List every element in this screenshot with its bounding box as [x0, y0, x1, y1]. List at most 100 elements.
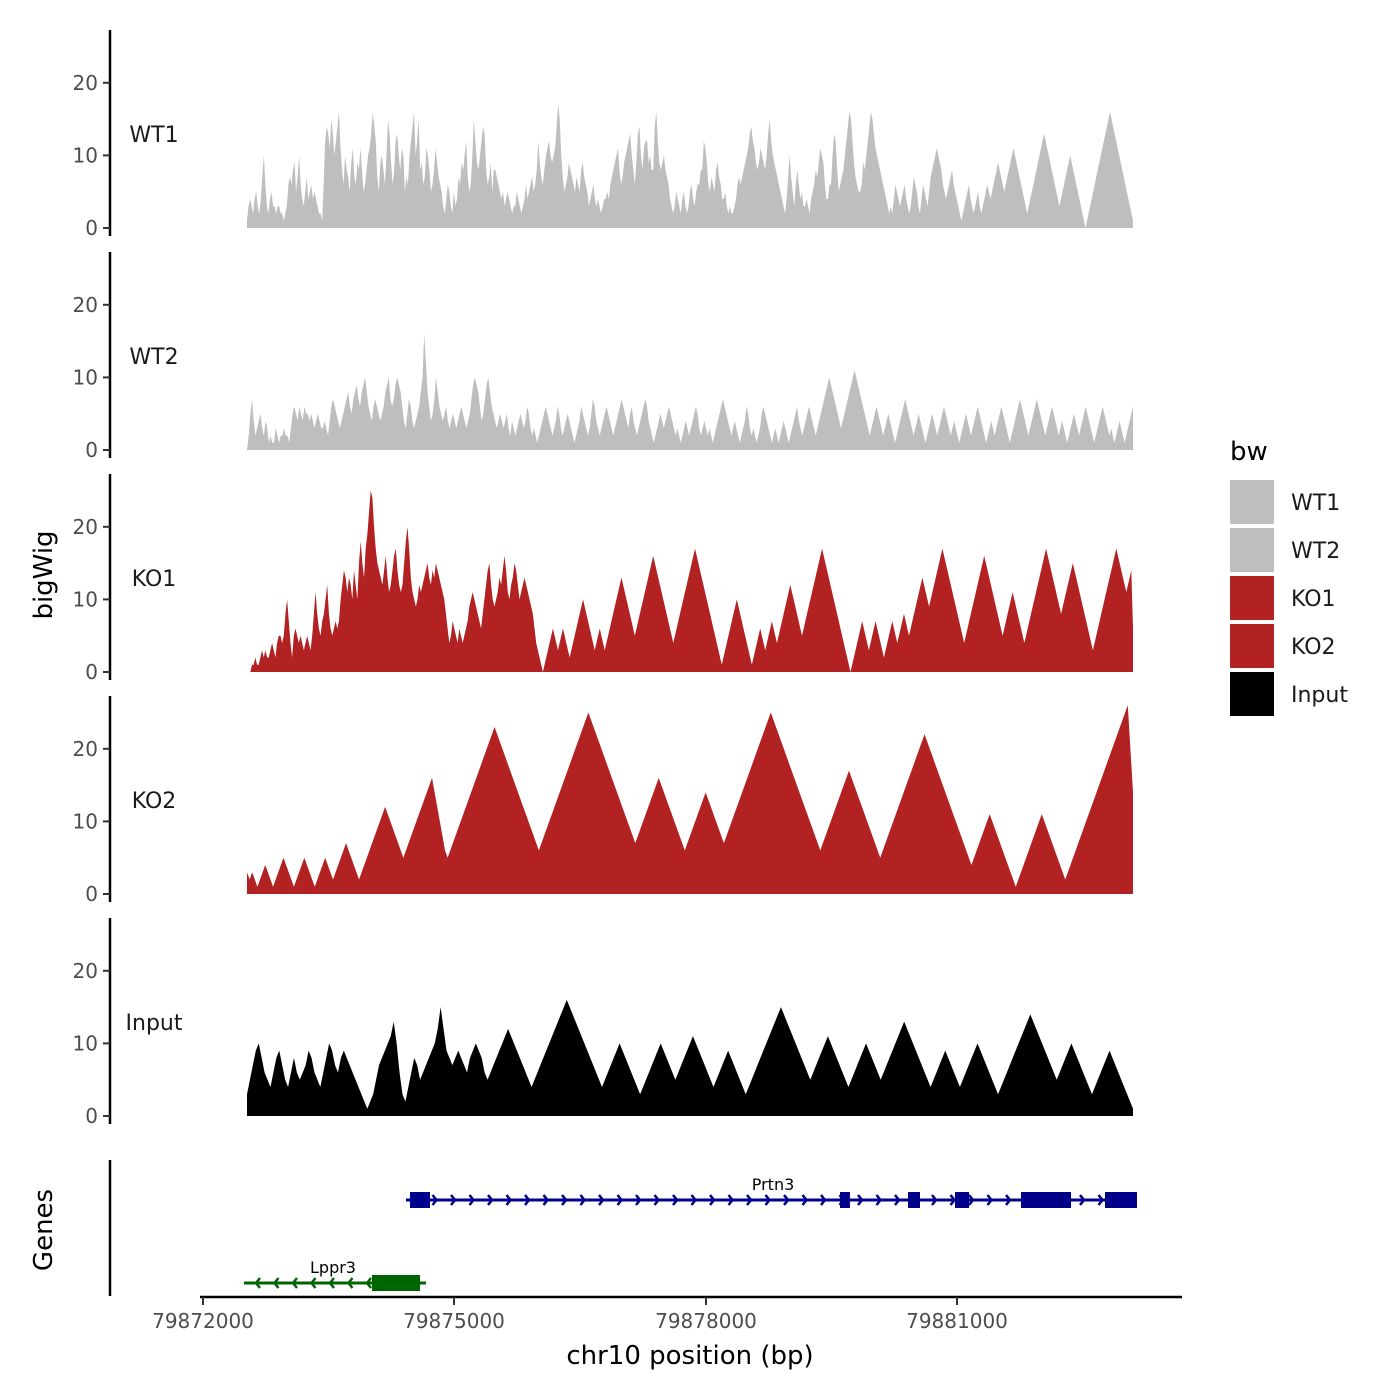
y-tick-label: 0: [85, 438, 98, 462]
strand-arrow-icon: [579, 1194, 587, 1206]
genes-panel: Lppr3 Prtn3: [108, 1160, 1137, 1296]
legend-key: [1230, 480, 1274, 524]
strand-arrow-icon: [764, 1194, 772, 1206]
strand-arrow-icon: [783, 1194, 790, 1206]
strand-arrow-icon: [365, 1277, 372, 1289]
track-label: KO1: [132, 567, 177, 592]
signal-area-ko2: [247, 705, 1133, 894]
strand-arrow-icon: [542, 1194, 550, 1206]
exon: [410, 1192, 430, 1208]
y-tick-label: 10: [73, 365, 98, 389]
strand-arrow-icon: [598, 1194, 605, 1206]
strand-arrow-icon: [727, 1194, 735, 1206]
signal-area-wt1: [247, 104, 1133, 228]
x-axis: 79872000 79875000 79878000 79881000: [152, 1295, 1182, 1333]
exon: [1036, 1192, 1052, 1208]
track-label: WT2: [129, 345, 178, 370]
gene-label: Lppr3: [310, 1258, 356, 1277]
strand-arrow-icon: [949, 1194, 957, 1206]
legend-label: Input: [1291, 683, 1348, 708]
strand-arrow-icon: [291, 1277, 298, 1289]
strand-arrow-icon: [487, 1194, 494, 1206]
exon: [1105, 1192, 1120, 1208]
strand-arrow-icon: [894, 1194, 901, 1206]
x-tick-label: 79881000: [906, 1309, 1008, 1333]
exon: [955, 1192, 969, 1208]
strand-arrow-icon: [1097, 1194, 1105, 1206]
legend: bw WT1 WT2 KO1 KO2 Input: [1230, 437, 1348, 716]
strand-arrow-icon: [431, 1194, 439, 1206]
exon: [1021, 1192, 1036, 1208]
track-panel-ko2: 0 10 20 KO2: [73, 696, 1133, 906]
legend-key: [1230, 528, 1274, 572]
strand-arrow-icon: [1079, 1194, 1086, 1206]
signal-panels: 0 10 20 WT1 0 10 20 WT2 0 10 20 KO1 0 10 20 KO2 0 10 20 Inp…: [73, 30, 1133, 1128]
y-tick-label: 20: [73, 737, 98, 761]
track-label: KO2: [132, 789, 177, 814]
legend-title: bw: [1230, 437, 1268, 467]
legend-label: WT1: [1291, 491, 1340, 516]
exon: [1052, 1192, 1071, 1208]
strand-arrow-icon: [346, 1277, 354, 1289]
track-panel-input: 0 10 20 Input: [73, 918, 1133, 1128]
strand-arrow-icon: [857, 1194, 864, 1206]
y-tick-label: 10: [73, 143, 98, 167]
signal-area-wt2: [247, 333, 1133, 450]
legend-label: KO1: [1291, 587, 1336, 612]
strand-arrow-icon: [468, 1194, 476, 1206]
legend-key: [1230, 672, 1274, 716]
y-tick-label: 10: [73, 809, 98, 833]
track-label: WT1: [129, 123, 178, 148]
track-panel-ko1: 0 10 20 KO1: [73, 474, 1133, 684]
gene-prtn3: Prtn3: [406, 1175, 1137, 1208]
y-tick-label: 20: [73, 515, 98, 539]
strand-arrow-icon: [328, 1277, 335, 1289]
signal-area-ko1: [247, 490, 1133, 672]
strand-arrow-icon: [254, 1277, 261, 1289]
y-tick-label: 10: [73, 1031, 98, 1055]
y-axis-title: bigWig: [29, 530, 59, 619]
y-tick-label: 10: [73, 587, 98, 611]
strand-arrow-icon: [309, 1277, 317, 1289]
y-tick-label: 0: [85, 660, 98, 684]
y-tick-label: 20: [73, 293, 98, 317]
strand-arrow-icon: [524, 1194, 531, 1206]
gene-label: Prtn3: [752, 1175, 795, 1194]
strand-arrow-icon: [616, 1194, 624, 1206]
strand-arrow-icon: [820, 1194, 827, 1206]
genes-axis-title: Genes: [29, 1189, 59, 1271]
strand-arrow-icon: [272, 1277, 280, 1289]
strand-arrow-icon: [561, 1194, 568, 1206]
x-tick-label: 79872000: [152, 1309, 254, 1333]
legend-label: WT2: [1291, 539, 1340, 564]
exon: [372, 1275, 420, 1291]
legend-label: KO2: [1291, 635, 1336, 660]
strand-arrow-icon: [635, 1194, 642, 1206]
y-tick-label: 0: [85, 1104, 98, 1128]
strand-arrow-icon: [672, 1194, 679, 1206]
strand-arrow-icon: [875, 1194, 883, 1206]
legend-key: [1230, 624, 1274, 668]
track-panel-wt2: 0 10 20 WT2: [73, 252, 1133, 462]
strand-arrow-icon: [968, 1194, 975, 1206]
strand-arrow-icon: [505, 1194, 513, 1206]
y-tick-label: 20: [73, 959, 98, 983]
x-axis-title: chr10 position (bp): [566, 1341, 813, 1371]
x-tick-label: 79875000: [403, 1309, 505, 1333]
strand-arrow-icon: [709, 1194, 716, 1206]
y-tick-label: 0: [85, 882, 98, 906]
legend-key: [1230, 576, 1274, 620]
signal-area-input: [247, 999, 1133, 1116]
strand-arrow-icon: [450, 1194, 457, 1206]
gene-lppr3: Lppr3: [244, 1258, 426, 1291]
x-tick-label: 79878000: [655, 1309, 757, 1333]
strand-arrow-icon: [653, 1194, 661, 1206]
strand-arrow-icon: [986, 1194, 994, 1206]
track-panel-wt1: 0 10 20 WT1: [73, 30, 1133, 240]
strand-arrow-icon: [1005, 1194, 1012, 1206]
strand-arrow-icon: [746, 1194, 753, 1206]
strand-arrow-icon: [690, 1194, 698, 1206]
y-tick-label: 20: [73, 71, 98, 95]
track-label: Input: [126, 1011, 183, 1036]
